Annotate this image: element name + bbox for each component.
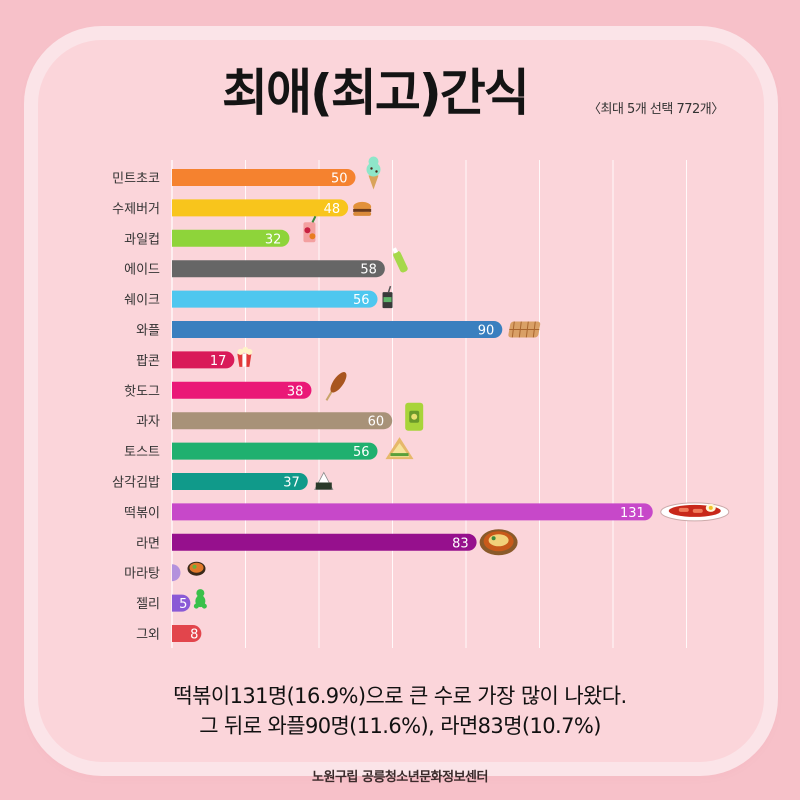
category-label: 떡볶이 — [124, 506, 160, 521]
value-label: 60 — [368, 415, 385, 430]
popcorn-icon — [237, 346, 253, 367]
category-label: 핫도그 — [124, 384, 160, 399]
category-label: 과자 — [136, 415, 160, 430]
value-label: 32 — [265, 232, 282, 247]
value-label: 56 — [353, 293, 370, 308]
waffle-icon — [508, 321, 541, 338]
tteokbokki-icon — [660, 502, 730, 522]
bar — [172, 169, 356, 186]
bar — [172, 594, 191, 612]
value-label: 48 — [324, 202, 341, 217]
bar — [171, 260, 385, 278]
category-label: 민트초코 — [112, 172, 160, 187]
category-label: 토스트 — [124, 445, 160, 460]
title-row: 최애(최고)간식 〈최대 5개 선택 772개〉 — [0, 58, 800, 128]
category-label: 그외 — [136, 628, 160, 643]
category-label: 수제버거 — [112, 202, 160, 217]
value-label: 50 — [331, 172, 348, 187]
shake-icon — [382, 285, 393, 309]
value-label: 58 — [360, 263, 377, 278]
footer-org-name: 노원구립 공릉청소년문화정보센터 — [312, 770, 488, 785]
category-label: 과일컵 — [124, 232, 160, 247]
category-label: 쉐이크 — [124, 293, 160, 308]
chart-card — [38, 40, 764, 762]
bar — [172, 321, 503, 338]
chart-subtitle: 〈최대 5개 선택 772개〉 — [588, 102, 724, 117]
category-label: 젤리 — [136, 597, 160, 612]
category-label: 와플 — [136, 324, 160, 339]
toast-icon — [385, 437, 414, 460]
category-label: 라면 — [136, 536, 160, 551]
category-label: 마라탕 — [124, 567, 160, 582]
hotdog-icon — [325, 372, 347, 401]
summary-line-2: 그 뒤로 와플90명(11.6%), 라면83명(10.7%) — [199, 714, 601, 738]
bar — [172, 533, 477, 551]
summary-line-1: 떡볶이131명(16.9%)으로 큰 수로 가장 많이 나왔다. — [173, 684, 627, 708]
bar — [172, 351, 235, 369]
value-label: 131 — [620, 506, 645, 521]
ade-icon — [392, 247, 408, 273]
bar — [172, 229, 290, 247]
bar — [172, 199, 349, 217]
bar — [172, 290, 378, 308]
value-label: 8 — [190, 628, 198, 643]
value-label: 83 — [452, 536, 469, 551]
value-label: 5 — [179, 597, 187, 612]
value-label: 38 — [287, 384, 304, 399]
bar — [172, 381, 312, 399]
category-label: 팝콘 — [136, 354, 160, 369]
bar — [172, 412, 393, 430]
category-label: 삼각김밥 — [112, 476, 160, 491]
bar — [172, 625, 202, 642]
mint-ice-cream-icon — [366, 156, 381, 190]
malatang-icon — [187, 561, 206, 576]
snack-bag-icon — [405, 402, 424, 431]
bar — [172, 442, 378, 460]
fruit-cup-icon — [303, 215, 317, 243]
rice-ball-icon — [314, 471, 334, 490]
value-label: 17 — [210, 354, 227, 369]
value-label: 90 — [478, 324, 495, 339]
jelly-icon — [193, 589, 207, 609]
burger-icon — [353, 201, 372, 216]
value-label: 37 — [283, 476, 300, 491]
value-label: 56 — [353, 445, 370, 460]
bar — [172, 473, 308, 490]
chart-title: 최애(최고)간식 — [222, 64, 530, 122]
category-label: 에이드 — [124, 263, 160, 278]
bar — [172, 503, 653, 521]
bar — [172, 564, 181, 582]
ramen-icon — [479, 529, 518, 556]
